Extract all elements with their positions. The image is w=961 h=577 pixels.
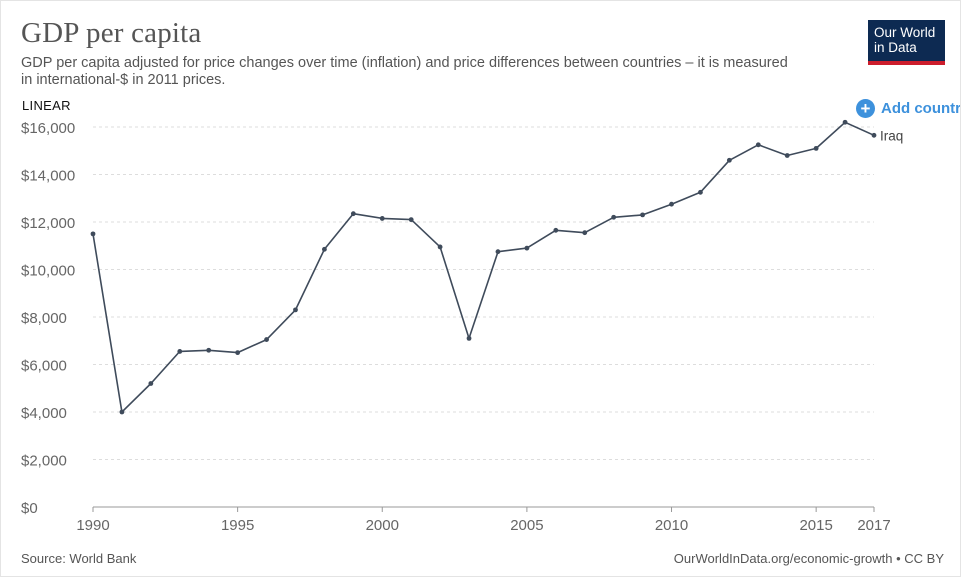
y-tick-label: $8,000 (21, 310, 67, 327)
x-tick-label: 1995 (221, 517, 254, 534)
data-point (437, 244, 443, 250)
data-point (264, 337, 269, 342)
y-tick-label: $4,000 (21, 405, 67, 422)
data-point (206, 347, 212, 353)
y-tick-label: $2,000 (21, 453, 67, 470)
y-tick-label: $6,000 (21, 358, 67, 375)
source-note: Source: World Bank (21, 551, 137, 566)
add-country-label: Add countr (881, 100, 961, 117)
y-tick-label: $14,000 (21, 168, 75, 185)
data-point (871, 132, 877, 138)
data-point (148, 381, 154, 386)
logo-line-2: in Data (874, 40, 917, 55)
y-tick-label: $10,000 (21, 263, 75, 280)
y-tick-label: $16,000 (21, 120, 75, 137)
data-point (90, 231, 96, 237)
data-point (379, 216, 385, 221)
x-tick-label: 2000 (366, 517, 399, 534)
data-point (235, 350, 241, 356)
attribution-link[interactable]: OurWorldInData.org/economic-growth • CC … (673, 551, 944, 566)
data-point (611, 214, 617, 220)
x-tick-label: 2005 (510, 517, 543, 534)
data-point (322, 246, 327, 252)
data-point (524, 245, 530, 251)
scale-toggle[interactable]: LINEAR (22, 98, 71, 113)
data-point (726, 157, 732, 163)
y-tick-label: $0 (21, 500, 38, 517)
data-point (784, 153, 790, 158)
data-point (119, 409, 125, 415)
series-line-iraq (92, 121, 875, 413)
logo-line-1: Our World (874, 25, 936, 40)
data-point (842, 119, 848, 125)
owid-logo[interactable]: Our World in Data (868, 20, 945, 65)
series-label: Iraq (880, 128, 903, 143)
data-point (813, 145, 819, 151)
data-point (466, 335, 472, 341)
data-point (640, 212, 645, 218)
data-point (698, 189, 703, 195)
data-point (293, 307, 298, 313)
data-point (408, 217, 414, 223)
data-point (669, 201, 674, 207)
x-tick-label: 2017 (857, 517, 890, 534)
x-tick-label: 2010 (655, 517, 688, 534)
plus-circle-icon: + (856, 99, 875, 118)
add-country-button[interactable]: + Add countr (856, 99, 961, 118)
x-tick-label: 1990 (76, 517, 109, 534)
chart-subtitle: GDP per capita adjusted for price change… (21, 55, 788, 88)
data-point (582, 230, 588, 236)
data-point (553, 227, 559, 233)
data-point (177, 349, 183, 354)
x-tick-label: 2015 (799, 517, 832, 534)
chart-title: GDP per capita (21, 17, 202, 49)
data-point (350, 211, 356, 217)
data-point (495, 249, 501, 255)
y-tick-label: $12,000 (21, 215, 75, 232)
data-point (755, 142, 761, 148)
